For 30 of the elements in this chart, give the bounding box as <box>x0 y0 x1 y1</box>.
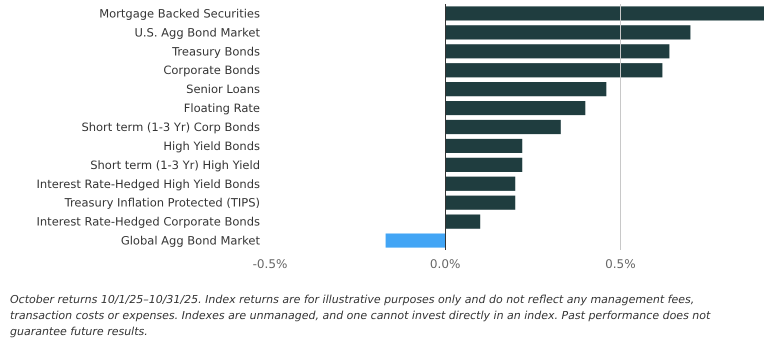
bar <box>445 6 764 21</box>
y-tick-label: Short term (1-3 Yr) High Yield <box>90 158 260 172</box>
bar <box>445 196 516 210</box>
bar <box>445 138 522 154</box>
y-tick-label: Senior Loans <box>186 82 260 96</box>
x-tick-label: 0.5% <box>605 257 636 271</box>
bar <box>445 25 690 40</box>
x-tick-label: -0.5% <box>252 257 288 271</box>
y-tick-label: Short term (1-3 Yr) Corp Bonds <box>81 120 260 134</box>
y-tick-label: Treasury Bonds <box>171 44 260 58</box>
bar <box>445 120 561 134</box>
bar <box>445 100 586 116</box>
y-tick-label: Interest Rate-Hedged Corporate Bonds <box>36 214 260 229</box>
bar <box>445 158 522 172</box>
y-tick-label: Mortgage Backed Securities <box>99 6 260 20</box>
y-tick-label: Interest Rate-Hedged High Yield Bonds <box>36 176 260 191</box>
bar <box>445 176 516 191</box>
bar <box>445 44 670 58</box>
bar <box>445 63 662 78</box>
x-tick-label: 0.0% <box>430 257 460 271</box>
bar <box>445 82 606 96</box>
y-tick-label: Global Agg Bond Market <box>120 234 260 248</box>
bar <box>445 214 480 229</box>
y-tick-label: Treasury Inflation Protected (TIPS) <box>64 196 260 210</box>
y-tick-label: High Yield Bonds <box>163 138 260 153</box>
y-tick-label: Corporate Bonds <box>163 63 260 78</box>
y-tick-label: Floating Rate <box>184 101 260 116</box>
text: October returns 10/1/25–10/31/25. Index returns are for illustrative purposes only and do not reflect any management fees, transaction costs or expenses. Indexes are unmanaged, and one cannot invest directly in an index. Past performance does not guarantee future results. <box>10 292 712 340</box>
bar <box>386 233 446 248</box>
y-tick-label: U.S. Agg Bond Market <box>134 25 260 40</box>
